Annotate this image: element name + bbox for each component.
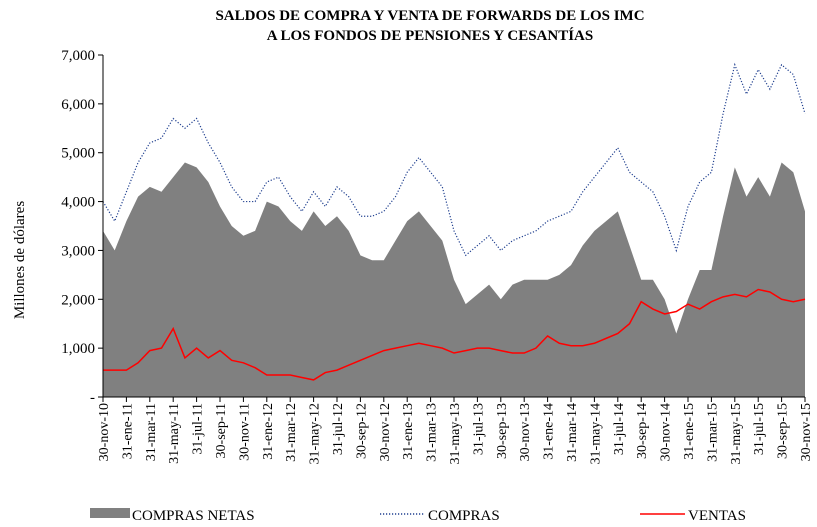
x-tick-label: 31-may-11 (167, 403, 182, 464)
x-tick-label: 31-ene-12 (261, 403, 276, 460)
x-tick-label: 30-nov-13 (518, 403, 533, 461)
line (103, 288, 806, 381)
x-tick-label: 30-sep-13 (495, 403, 510, 459)
x-tick-label: 31-jul-14 (612, 403, 627, 455)
legend-label: COMPRAS NETAS (132, 508, 255, 524)
x-tick-label: 31-jul-11 (191, 403, 206, 455)
y-tick-label: 6,000 (61, 97, 95, 113)
legend-label: COMPRAS (428, 508, 500, 524)
x-tick-label: 31-may-12 (308, 403, 323, 464)
y-tick-label: 3,000 (61, 243, 95, 259)
y-tick-label: 7,000 (61, 48, 95, 64)
x-tick-label: 31-may-15 (729, 403, 744, 464)
x-tick-label: 30-nov-10 (97, 403, 112, 461)
y-tick-label: - (90, 390, 95, 406)
x-tick-label: 31-jul-13 (471, 403, 486, 455)
x-tick-label: 30-nov-14 (659, 403, 674, 461)
line (102, 62, 806, 257)
legend-label: VENTAS (688, 508, 746, 524)
x-tick-label: 31-ene-14 (542, 403, 557, 460)
area (103, 162, 805, 397)
x-tick-label: 30-sep-11 (214, 403, 229, 458)
y-tick-label: 5,000 (61, 146, 95, 162)
x-tick-label: 31-mar-12 (284, 403, 299, 462)
x-tick-label: 31-may-13 (448, 403, 463, 464)
x-tick-label: 30-sep-14 (635, 403, 650, 459)
x-tick-label: 30-sep-15 (776, 403, 791, 459)
x-tick-label: 31-ene-11 (120, 403, 135, 459)
y-axis-label: Millones de dólares (12, 201, 28, 319)
x-tick-label: 31-mar-15 (705, 403, 720, 462)
legend-swatch (90, 508, 130, 518)
x-tick-label: 31-ene-13 (401, 403, 416, 460)
y-tick-label: 4,000 (61, 195, 95, 211)
y-tick-label: 2,000 (61, 292, 95, 308)
chart-title: SALDOS DE COMPRA Y VENTA DE FORWARDS DE … (215, 8, 644, 24)
x-tick-label: 31-jul-12 (331, 403, 346, 455)
x-tick-label: 31-may-14 (588, 403, 603, 464)
x-tick-label: 31-jul-15 (752, 403, 767, 455)
x-tick-label: 30-nov-11 (237, 403, 252, 461)
x-tick-label: 31-ene-15 (682, 403, 697, 460)
x-tick-label: 30-nov-15 (799, 403, 814, 461)
y-tick-label: 1,000 (61, 341, 95, 357)
x-tick-label: 31-mar-13 (425, 403, 440, 462)
chart-title: A LOS FONDOS DE PENSIONES Y CESANTÍAS (267, 27, 593, 44)
x-tick-label: 31-mar-14 (565, 403, 580, 462)
x-tick-label: 30-sep-12 (354, 403, 369, 459)
x-tick-label: 31-mar-11 (144, 403, 159, 461)
x-tick-label: 30-nov-12 (378, 403, 393, 461)
